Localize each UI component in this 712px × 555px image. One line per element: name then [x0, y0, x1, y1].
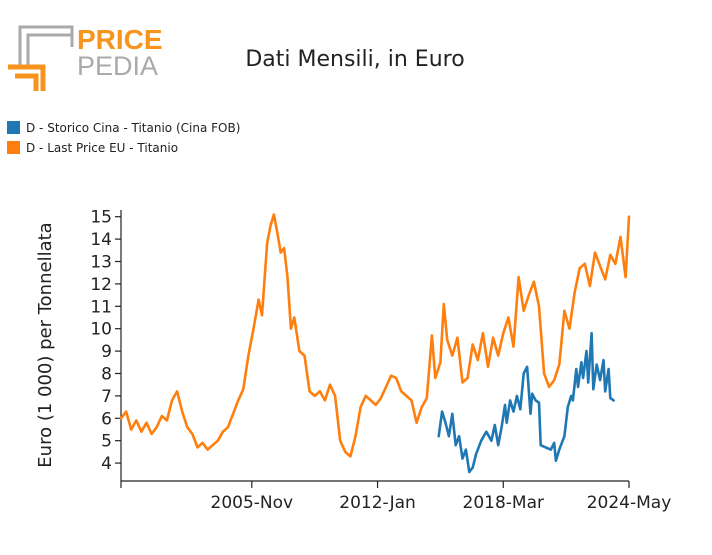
chart-title: Dati Mensili, in Euro	[245, 47, 464, 72]
legend: D - Storico Cina - Titanio (Cina FOB) D …	[7, 121, 240, 155]
logo-bracket-orange-inner	[15, 73, 39, 91]
legend-label-eu: D - Last Price EU - Titanio	[26, 141, 178, 155]
x-tick-label: 2024-May	[587, 493, 672, 513]
y-tick-label: 9	[101, 342, 112, 362]
logo-frame-gray	[18, 25, 74, 69]
series-line-0	[437, 331, 615, 474]
legend-swatch-cina	[7, 121, 20, 134]
series-line-1	[119, 213, 631, 458]
y-tick-label: 11	[90, 297, 112, 317]
logo-frame-gray-inner	[26, 33, 72, 69]
x-tick-label: 2012-Jan	[339, 493, 416, 513]
y-tick-label: 10	[90, 320, 112, 340]
y-tick-label: 8	[101, 364, 112, 384]
y-tick-label: 4	[101, 454, 112, 474]
y-tick-label: 5	[101, 432, 112, 452]
x-tick-label: 2005-Nov	[211, 493, 294, 513]
y-tick-label: 13	[90, 253, 112, 273]
y-axis-label: Euro (1 000) per Tonnellata	[35, 222, 56, 467]
x-tick-label: 2018-Mar	[463, 493, 544, 513]
legend-swatch-eu	[7, 141, 20, 154]
logo-word-bottom: PEDIA	[77, 51, 158, 81]
logo-bracket-orange	[8, 64, 46, 91]
legend-label-cina: D - Storico Cina - Titanio (Cina FOB)	[26, 121, 240, 135]
pricepedia-logo: PRICE PEDIA	[8, 24, 163, 91]
y-tick-label: 7	[101, 387, 112, 407]
logo-word-top: PRICE	[77, 24, 163, 55]
y-tick-label: 6	[101, 409, 112, 429]
y-tick-label: 14	[90, 230, 112, 250]
y-tick-label: 15	[90, 208, 112, 228]
y-tick-label: 12	[90, 275, 112, 295]
